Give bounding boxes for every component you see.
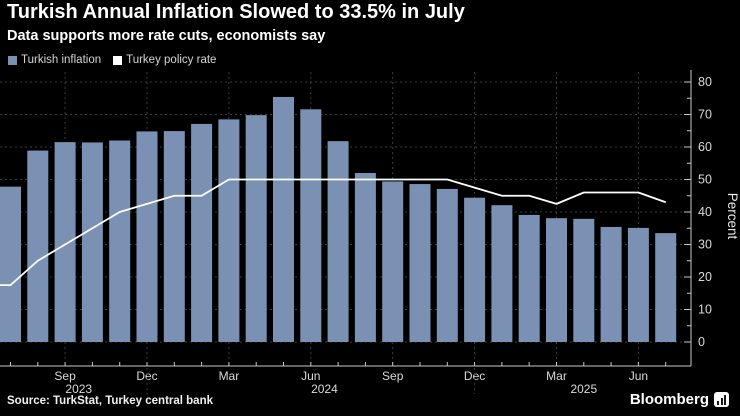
policy-rate-swatch-icon: [113, 55, 123, 65]
x-tick-label: Sep: [382, 369, 404, 383]
inflation-bar: [136, 131, 158, 342]
inflation-bar: [27, 150, 49, 342]
x-year-label: 2024: [311, 382, 338, 396]
legend-item-policy-rate: Turkey policy rate: [113, 54, 216, 66]
inflation-bar: [273, 96, 294, 342]
y-tick-label: 80: [698, 75, 712, 89]
inflation-bar: [518, 214, 540, 342]
x-tick-label: Sep: [54, 369, 76, 383]
y-tick-label: 10: [698, 303, 712, 317]
y-tick-label: 40: [698, 205, 712, 219]
inflation-bar: [245, 115, 267, 343]
legend-item-turkish-inflation: Turkish inflation: [8, 54, 101, 66]
inflation-swatch-icon: [8, 55, 17, 65]
inflation-bar: [546, 218, 567, 342]
inflation-bar: [491, 205, 513, 342]
inflation-bar: [0, 186, 21, 342]
x-tick-label: Dec: [464, 369, 485, 383]
inflation-bar: [191, 123, 213, 342]
y-tick-label: 50: [698, 173, 712, 187]
y-tick-label: 20: [698, 270, 712, 284]
inflation-bar: [655, 233, 677, 342]
inflation-bar: [600, 226, 622, 342]
chart-legend: Turkish inflation Turkey policy rate: [8, 54, 216, 66]
inflation-bar: [409, 184, 431, 342]
legend-label-turkish-inflation: Turkish inflation: [21, 54, 102, 66]
inflation-bar: [464, 197, 486, 342]
inflation-bar: [109, 140, 131, 342]
x-tick-label: Mar: [219, 369, 240, 383]
inflation-bar: [382, 181, 404, 342]
bloomberg-wordmark: Bloomberg: [629, 391, 709, 408]
policy-rate-line: [0, 178, 667, 287]
chart-plot-area: 0 10 20 30 40 50 60 70 80 Percent Sep Dec Mar Jun Sep D…: [0, 70, 740, 396]
inflation-bar: [573, 218, 595, 342]
inflation-bar: [218, 119, 240, 342]
source-note: Source: TurkStat, Turkey central bank: [7, 395, 213, 407]
x-year-label: 2023: [65, 382, 92, 396]
x-tick-label: Jun: [301, 369, 320, 383]
y-tick-label: 0: [698, 335, 705, 349]
x-tick-label: Jun: [629, 369, 648, 383]
inflation-bar: [627, 227, 649, 342]
inflation-bar: [436, 188, 458, 342]
inflation-bar: [300, 109, 322, 342]
y-axis-title: Percent: [725, 193, 740, 240]
inflation-bar: [354, 173, 376, 342]
x-tick-label: Mar: [546, 369, 567, 383]
y-tick-label: 30: [698, 238, 712, 252]
inflation-bar: [54, 142, 76, 342]
x-tick-label: Dec: [136, 369, 157, 383]
y-tick-label: 60: [698, 140, 712, 154]
chart-subtitle: Data supports more rate cuts, economists…: [7, 28, 326, 44]
inflation-bar: [81, 142, 103, 342]
inflation-bar: [163, 131, 185, 342]
inflation-bar: [327, 141, 349, 342]
chart-title: Turkish Annual Inflation Slowed to 33.5%…: [7, 1, 465, 23]
bloomberg-chart-icon: [714, 392, 729, 407]
y-tick-label: 70: [698, 108, 712, 122]
bloomberg-logo: Bloomberg: [630, 391, 729, 408]
x-year-label: 2025: [570, 382, 597, 396]
legend-label-policy-rate: Turkey policy rate: [126, 54, 217, 66]
